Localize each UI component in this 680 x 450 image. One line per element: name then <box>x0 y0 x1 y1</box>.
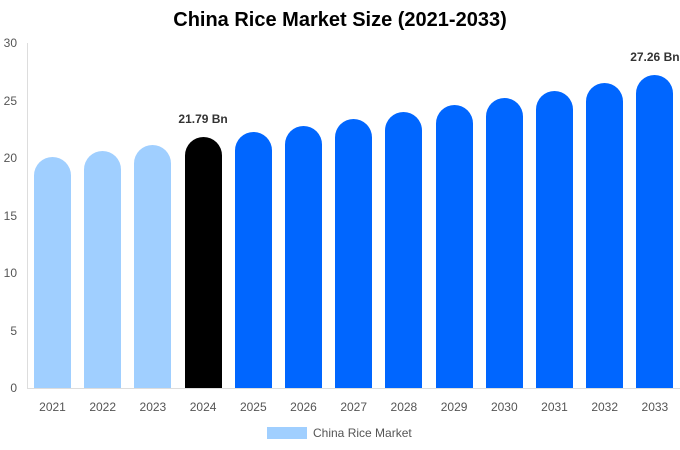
bar-2030[interactable] <box>485 98 523 388</box>
x-tick-label: 2024 <box>189 400 217 414</box>
bar-2028[interactable] <box>385 112 423 388</box>
bar-2023[interactable] <box>134 145 172 388</box>
y-tick-label: 15 <box>3 208 17 223</box>
y-tick-label: 25 <box>3 93 17 108</box>
bar-2024[interactable] <box>184 137 222 388</box>
x-tick-label: 2025 <box>239 400 267 414</box>
bar-2026[interactable] <box>285 125 322 388</box>
bar-2025[interactable] <box>234 131 272 388</box>
bar-2022[interactable] <box>84 151 122 388</box>
x-tick-label: 2032 <box>591 400 619 414</box>
bar-2021[interactable] <box>34 156 71 388</box>
chart-title: China Rice Market Size (2021-2033) <box>173 9 507 31</box>
x-axis-line <box>27 388 680 389</box>
bar-2033[interactable] <box>636 74 674 388</box>
x-tick-label: 2026 <box>290 400 317 414</box>
x-tick-label: 2028 <box>390 400 418 414</box>
bar-2031[interactable] <box>536 91 573 388</box>
x-tick-label: 2031 <box>541 400 568 414</box>
y-tick-label: 20 <box>3 151 17 165</box>
y-tick-label: 5 <box>10 323 17 338</box>
legend-label: China Rice Market <box>313 426 412 440</box>
legend[interactable]: China Rice Market <box>267 426 412 440</box>
x-tick-label: 2029 <box>440 400 468 414</box>
data-label: 27.26 Bn <box>630 49 680 64</box>
y-tick-label: 10 <box>3 266 17 280</box>
data-label: 21.79 Bn <box>178 112 228 127</box>
x-tick-label: 2027 <box>340 400 368 414</box>
y-tick-label: 30 <box>3 36 17 50</box>
x-tick-label: 2022 <box>89 400 117 414</box>
x-tick-label: 2021 <box>39 400 66 414</box>
x-tick-label: 2023 <box>139 400 167 414</box>
y-tick-label: 0 <box>10 381 17 395</box>
y-axis-line <box>27 43 28 388</box>
legend-swatch <box>267 427 307 439</box>
bar-2032[interactable] <box>586 83 624 388</box>
x-tick-label: 2030 <box>490 400 518 414</box>
x-tick-label: 2033 <box>641 400 669 414</box>
bar-2029[interactable] <box>435 105 473 388</box>
bar-2027[interactable] <box>335 118 373 388</box>
